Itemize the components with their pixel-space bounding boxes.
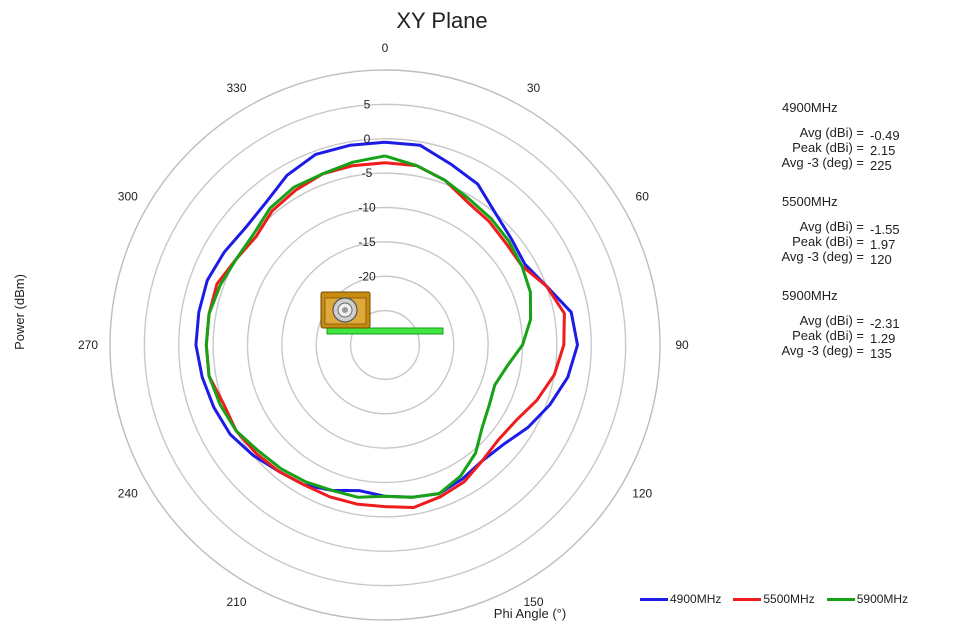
radial-tick-label: 0 xyxy=(364,132,371,146)
radial-tick-label: -15 xyxy=(358,235,376,249)
legend-item: 5900MHz xyxy=(826,592,909,606)
grid-ring xyxy=(315,275,455,415)
stat-row: Avg (dBi) = -1.55 xyxy=(750,219,940,237)
angle-tick-label: 240 xyxy=(118,487,138,501)
radial-tick-label: -5 xyxy=(362,166,373,180)
angle-tick-label: 30 xyxy=(527,81,541,95)
angle-tick-label: 90 xyxy=(675,338,689,352)
stat-key: Peak (dBi) = xyxy=(792,328,864,343)
angle-tick-label: 150 xyxy=(523,595,543,609)
series-group xyxy=(194,140,579,509)
stat-key: Peak (dBi) = xyxy=(792,234,864,249)
angle-axis-label: Phi Angle (°) xyxy=(494,606,566,621)
stat-value: 120 xyxy=(870,252,892,267)
angle-tick-label: 300 xyxy=(118,190,138,204)
stat-row: Avg (dBi) = -0.49 xyxy=(750,125,940,143)
stat-frequency: 5500MHz xyxy=(782,194,838,209)
radial-tick-label: -10 xyxy=(358,201,376,215)
radial-axis-label: Power (dBm) xyxy=(12,274,27,350)
legend-swatch xyxy=(733,597,762,601)
stat-row: Avg -3 (deg) = 135 xyxy=(750,343,940,361)
stat-key: Peak (dBi) = xyxy=(792,140,864,155)
angle-tick-label: 0 xyxy=(382,41,389,55)
legend: 4900MHz 5500MHz 5900MHz xyxy=(640,592,908,606)
stat-value: -2.31 xyxy=(870,316,900,331)
polar-grid xyxy=(109,69,661,621)
angle-tick-label: 60 xyxy=(636,190,650,204)
angle-tick-label: 330 xyxy=(226,81,246,95)
stat-row: Peak (dBi) = 1.97 xyxy=(750,234,940,252)
stat-frequency: 5900MHz xyxy=(782,288,838,303)
angle-tick-label: 210 xyxy=(226,595,246,609)
stat-block: 4900MHz Avg (dBi) = -0.49 Peak (dBi) = 2.15 A… xyxy=(750,100,940,173)
legend-label: 4900MHz xyxy=(670,592,722,606)
radial-tick-label: -20 xyxy=(358,269,376,283)
device-icon xyxy=(320,291,444,335)
stat-row: Avg (dBi) = -2.31 xyxy=(750,313,940,331)
stat-value: 225 xyxy=(870,158,892,173)
stat-key: Avg -3 (deg) = xyxy=(781,249,864,264)
chart-title: XY Plane xyxy=(396,8,487,33)
legend-item: 4900MHz xyxy=(640,592,721,606)
stat-block: 5500MHz Avg (dBi) = -1.55 Peak (dBi) = 1.97 A… xyxy=(750,194,940,267)
legend-item: 5500MHz xyxy=(733,592,815,606)
radial-tick-label: 5 xyxy=(364,97,371,111)
series-line-5500MHz xyxy=(204,161,566,509)
stat-row: Avg -3 (deg) = 225 xyxy=(750,155,940,173)
grid-ring xyxy=(281,241,489,449)
stat-value: -0.49 xyxy=(870,128,900,143)
legend-swatch xyxy=(640,597,668,601)
stat-row: Avg -3 (deg) = 120 xyxy=(750,249,940,267)
stat-value: 2.15 xyxy=(870,143,896,158)
legend-label: 5500MHz xyxy=(763,592,815,606)
stat-frequency: 4900MHz xyxy=(782,100,838,115)
stat-row: Peak (dBi) = 2.15 xyxy=(750,140,940,158)
radial-ticks: 5 0 -5 -10 -15 -20 xyxy=(358,97,376,283)
grid-ring xyxy=(349,309,421,381)
stat-key: Avg -3 (deg) = xyxy=(781,343,864,358)
grid-ring xyxy=(109,69,661,621)
grid-ring xyxy=(212,172,558,518)
legend-swatch xyxy=(826,597,855,601)
stat-key: Avg (dBi) = xyxy=(799,219,864,234)
stats-panel: 4900MHz Avg (dBi) = -0.49 Peak (dBi) = 2.15 A… xyxy=(750,100,940,382)
stat-key: Avg (dBi) = xyxy=(799,125,864,140)
stat-key: Avg (dBi) = xyxy=(799,313,864,328)
grid-ring xyxy=(143,103,627,587)
stat-value: 1.29 xyxy=(870,331,896,346)
stat-row: Peak (dBi) = 1.29 xyxy=(750,328,940,346)
angle-ticks: 0306090120150180210240270300330 xyxy=(78,41,689,609)
angle-tick-label: 120 xyxy=(632,487,652,501)
stat-block: 5900MHz Avg (dBi) = -2.31 Peak (dBi) = 1.29 A… xyxy=(750,288,940,361)
angle-tick-label: 270 xyxy=(78,338,98,352)
stat-value: -1.55 xyxy=(870,222,900,237)
stat-value: 1.97 xyxy=(870,237,896,252)
legend-label: 5900MHz xyxy=(856,592,909,606)
stat-key: Avg -3 (deg) = xyxy=(781,155,864,170)
stat-value: 135 xyxy=(870,346,892,361)
series-line-5900MHz xyxy=(204,154,533,499)
grid-ring xyxy=(178,138,592,552)
grid-ring xyxy=(246,206,524,484)
